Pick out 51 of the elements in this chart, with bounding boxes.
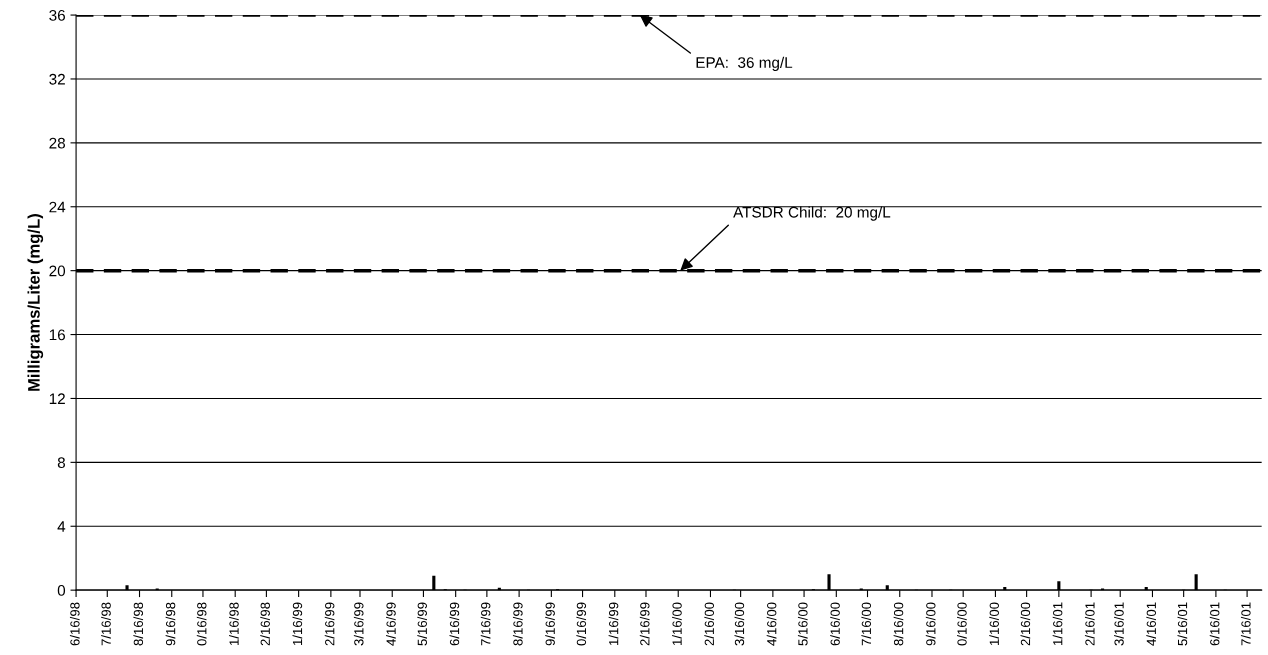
x-tick-label: 3/16/01 xyxy=(1114,602,1124,646)
x-tick-label: 4/16/00 xyxy=(766,602,777,646)
x-tick-label: 2/16/00 xyxy=(1020,602,1031,646)
y-axis-title: Milligrams/Liter (mg/L) xyxy=(27,214,44,391)
x-tick-label: 6/16/00 xyxy=(830,602,840,646)
x-tick-label: 0/16/98 xyxy=(196,602,207,646)
y-tick-label: 12 xyxy=(49,393,65,404)
x-tick-label: 2/16/99 xyxy=(324,602,335,646)
x-tick-label: 3/16/99 xyxy=(353,602,364,646)
y-tick-label: 20 xyxy=(49,265,66,277)
x-tick-label: 7/16/99 xyxy=(480,602,491,646)
y-tick-label: 16 xyxy=(49,329,65,341)
x-tick-label: 9/16/00 xyxy=(925,602,936,646)
x-tick-label: 1/16/01 xyxy=(1052,602,1063,645)
x-tick-label: 8/16/00 xyxy=(893,602,904,646)
x-tick-label: 7/16/98 xyxy=(101,602,111,646)
x-tick-label: 8/16/98 xyxy=(133,602,144,646)
x-tick-label: 3/16/00 xyxy=(734,602,745,646)
x-tick-label: 7/16/01 xyxy=(1240,602,1251,646)
y-tick-label: 0 xyxy=(57,585,66,596)
y-tick-label: 4 xyxy=(57,521,66,532)
x-tick-label: 2/16/99 xyxy=(639,602,650,646)
y-tick-label: 36 xyxy=(49,9,65,21)
x-tick-label: 2/16/01 xyxy=(1084,602,1095,646)
x-tick-label: 1/16/00 xyxy=(672,602,682,645)
x-tick-label: 0/16/00 xyxy=(957,602,967,646)
x-tick-label: 4/16/99 xyxy=(386,602,396,646)
x-tick-label: 1/16/98 xyxy=(229,602,239,645)
x-tick-label: 6/16/98 xyxy=(69,602,80,646)
x-tick-label: 5/16/99 xyxy=(417,602,427,646)
x-tick-label: 1/16/99 xyxy=(608,602,619,645)
y-tick-label: 8 xyxy=(57,457,65,469)
x-tick-label: 2/16/98 xyxy=(260,602,270,646)
x-tick-label: 5/16/00 xyxy=(797,602,808,646)
x-tick-label: 7/16/00 xyxy=(861,602,872,646)
x-tick-label: 2/16/00 xyxy=(704,602,715,646)
x-tick-label: 6/16/01 xyxy=(1209,602,1220,646)
x-tick-label: 9/16/98 xyxy=(165,602,176,646)
x-tick-label: 0/16/99 xyxy=(576,602,587,646)
y-tick-label: 32 xyxy=(49,73,65,85)
x-tick-label: 6/16/99 xyxy=(449,602,460,646)
x-tick-label: 5/16/01 xyxy=(1177,602,1188,646)
x-tick-label: 1/16/99 xyxy=(292,602,303,645)
y-tick-label: 28 xyxy=(49,137,65,149)
annotation: ATSDR Child: 20 mg/L xyxy=(733,206,891,221)
y-tick-label: 24 xyxy=(49,201,66,213)
x-tick-label: 9/16/99 xyxy=(545,602,555,646)
x-tick-label: 8/16/99 xyxy=(512,602,523,646)
annotation: EPA: 36 mg/L xyxy=(696,56,793,71)
x-tick-label: 4/16/01 xyxy=(1146,602,1156,646)
x-tick-label: 1/16/00 xyxy=(989,602,999,645)
